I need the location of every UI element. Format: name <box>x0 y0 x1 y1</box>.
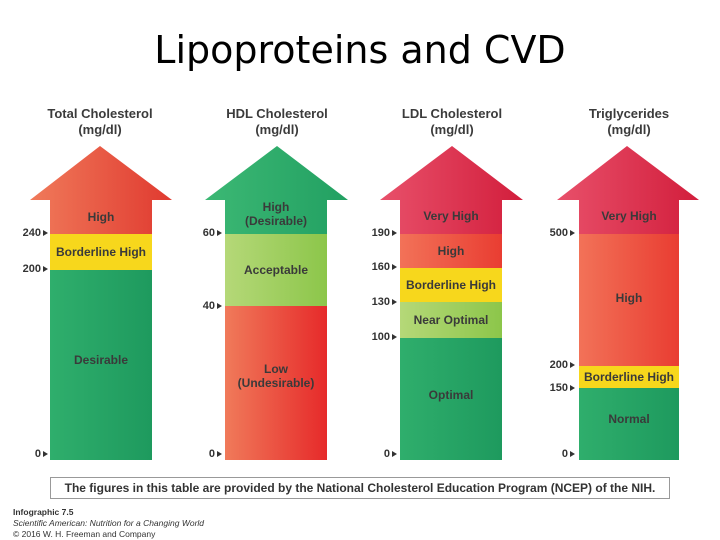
arrow-triglycerides: Very High High Borderline High Normal <box>557 146 717 461</box>
band-desirable <box>50 270 152 460</box>
tick-190: 190 <box>357 227 397 239</box>
segment-optimal: Optimal <box>428 388 474 402</box>
segment-borderline-high: Borderline High <box>405 278 496 292</box>
tick-200: 200 <box>535 359 575 371</box>
arrow-head-high-desirable <box>205 146 348 234</box>
arrow-head-very-high <box>557 146 699 234</box>
tick-0: 0 <box>535 448 575 460</box>
tick-0: 0 <box>357 448 397 460</box>
band-borderline-high <box>579 366 679 388</box>
tick-160: 160 <box>357 261 397 273</box>
segment-very-high: Very High <box>601 209 657 223</box>
tick-0: 0 <box>8 448 48 460</box>
header-title: Triglycerides <box>588 106 670 121</box>
band-optimal <box>400 338 502 460</box>
arrow-graphic <box>30 146 172 460</box>
header-title: LDL Cholesterol <box>401 106 503 121</box>
header-total-cholesterol: Total Cholesterol (mg/dl) <box>20 106 180 138</box>
segment-desirable: Desirable <box>73 353 129 367</box>
segment-acceptable: Acceptable <box>243 263 309 277</box>
segment-near-optimal: Near Optimal <box>413 313 489 327</box>
header-unit: (mg/dl) <box>78 122 122 137</box>
arrow-hdl-cholesterol: High (Desirable) Acceptable Low (Undesir… <box>205 146 365 461</box>
arrow-head-very-high <box>380 146 523 234</box>
header-hdl-cholesterol: HDL Cholesterol (mg/dl) <box>197 106 357 138</box>
tick-40: 40 <box>182 300 222 312</box>
band-borderline-high <box>50 234 152 270</box>
segment-high: High <box>437 244 465 258</box>
tick-60: 60 <box>182 227 222 239</box>
band-low-undesirable <box>225 306 327 460</box>
credit-copyright: © 2016 W. H. Freeman and Company <box>13 529 156 539</box>
header-unit: (mg/dl) <box>430 122 474 137</box>
arrow-graphic <box>557 146 699 460</box>
tick-200: 200 <box>8 263 48 275</box>
segment-very-high: Very High <box>423 209 479 223</box>
band-high <box>400 234 502 268</box>
segment-normal: Normal <box>608 412 650 426</box>
segment-high-desirable: High (Desirable) <box>244 200 308 228</box>
tick-130: 130 <box>357 296 397 308</box>
header-title: HDL Cholesterol <box>226 106 328 121</box>
header-title: Total Cholesterol <box>47 106 153 121</box>
page-title: Lipoproteins and CVD <box>154 28 566 72</box>
band-borderline-high <box>400 268 502 302</box>
arrow-head-high <box>30 146 172 234</box>
header-unit: (mg/dl) <box>255 122 299 137</box>
tick-0: 0 <box>182 448 222 460</box>
band-acceptable <box>225 234 327 306</box>
band-near-optimal <box>400 302 502 338</box>
segment-high: High <box>87 210 115 224</box>
header-unit: (mg/dl) <box>607 122 651 137</box>
tick-240: 240 <box>8 227 48 239</box>
band-high <box>579 234 679 366</box>
source-note: The figures in this table are provided b… <box>50 477 670 499</box>
arrow-ldl-cholesterol: Very High High Borderline High Near Opti… <box>380 146 540 461</box>
tick-150: 150 <box>535 382 575 394</box>
arrow-total-cholesterol: High Borderline High Desirable <box>30 146 190 461</box>
credit-book: Scientific American: Nutrition for a Cha… <box>13 518 205 528</box>
segment-low-undesirable: Low (Undesirable) <box>237 362 315 390</box>
arrow-graphic <box>380 146 523 460</box>
tick-500: 500 <box>535 227 575 239</box>
header-ldl-cholesterol: LDL Cholesterol (mg/dl) <box>372 106 532 138</box>
credit-infographic: Infographic 7.5 <box>13 507 74 517</box>
header-triglycerides: Triglycerides (mg/dl) <box>549 106 709 138</box>
segment-borderline-high: Borderline High <box>55 245 146 259</box>
segment-high: High <box>615 291 643 305</box>
band-normal <box>579 388 679 460</box>
segment-borderline-high: Borderline High <box>583 370 674 384</box>
arrow-graphic <box>205 146 348 460</box>
tick-100: 100 <box>357 331 397 343</box>
